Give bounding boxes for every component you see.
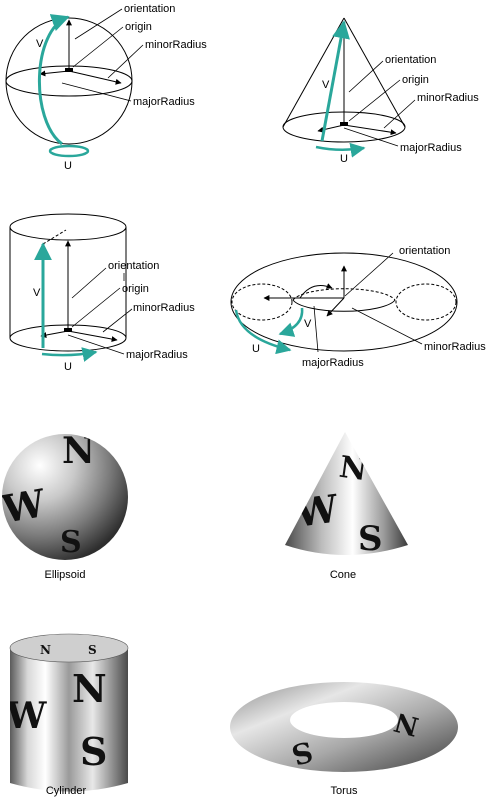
- torus-minorradius-label: minorRadius: [424, 341, 486, 353]
- ellipsoid-glyph-west: W: [0, 480, 50, 532]
- cylinder-glyph-south: S: [80, 729, 107, 774]
- cylinder-origin-leader: [71, 287, 121, 328]
- torus-outer-edge: [230, 252, 458, 352]
- cone-glyph-north: N: [337, 450, 369, 488]
- cylinder-u-label: U: [64, 361, 72, 373]
- sphere-origin-leader: [72, 26, 124, 68]
- sphere-minorradius-leader: [107, 44, 144, 79]
- sphere-origin-label: origin: [125, 21, 152, 33]
- cylinder-majorradius-leader: [67, 334, 125, 355]
- sphere-origin-marker: [65, 68, 73, 72]
- cone-minorradius-leader: [383, 99, 416, 129]
- torus-u-label: U: [252, 343, 260, 355]
- torus-minorradius-leader: [351, 307, 423, 345]
- sphere-equator-front: [5, 80, 133, 97]
- torus-inner-hole-bottom: [292, 299, 396, 312]
- torus-v-arrow: [278, 307, 304, 337]
- torus-majorradius-label: majorRadius: [302, 357, 364, 369]
- cylinder-orientation-leader: [71, 267, 107, 299]
- cylinder-surface: [10, 648, 128, 792]
- torus-inner-hole-top: [292, 288, 396, 301]
- cone-u-arrow: [315, 142, 366, 158]
- cylinder-minorradius-label: minorRadius: [133, 302, 195, 314]
- torus-diagram: orientation minorRadius majorRadius V U: [230, 245, 486, 369]
- rendered-cylinder: N S N W S Cylinder: [5, 633, 129, 797]
- rendered-ellipsoid: N W S Ellipsoid: [0, 430, 128, 581]
- torus-right-section: [395, 283, 457, 321]
- torus-left-section: [231, 283, 293, 321]
- cylinder-top: [9, 213, 127, 241]
- cylinder-top-cap: [9, 633, 129, 663]
- sphere-u-label: U: [64, 160, 72, 172]
- cylinder-axis-left: [40, 330, 69, 338]
- cylinder-axis-right: [67, 330, 118, 342]
- torus-majorradius-leader: [313, 305, 319, 353]
- cylinder-majorradius-label: majorRadius: [126, 349, 188, 361]
- rendered-cone: N W S Cone: [285, 432, 408, 581]
- sphere-majorradius-label: majorRadius: [133, 96, 195, 108]
- cone-v-label: V: [322, 79, 330, 91]
- cylinder-orientation-label: orientation: [108, 260, 159, 272]
- sphere-v-label: V: [36, 38, 44, 50]
- torus-caption: Torus: [331, 785, 358, 797]
- cylinder-origin-label: origin: [122, 283, 149, 295]
- cone-majorradius-leader: [343, 127, 399, 147]
- cylinder-cap-glyph-south: S: [88, 643, 97, 657]
- sphere-axis-right: [68, 70, 122, 85]
- cylinder-cap-glyph-north: N: [40, 643, 51, 657]
- ellipsoid-surface: [2, 434, 128, 560]
- cone-caption: Cone: [330, 569, 356, 581]
- torus-u-arrow: [234, 309, 292, 355]
- sphere-minorradius-label: minorRadius: [145, 39, 207, 51]
- cone-glyph-south: S: [358, 519, 383, 559]
- torus-axis-front: [326, 297, 345, 317]
- cylinder-u-arrow: [41, 347, 98, 362]
- torus-v-label: V: [304, 318, 312, 330]
- ellipsoid-glyph-north: N: [62, 430, 95, 472]
- ellipsoid-diagram: orientation origin minorRadius majorRadi…: [5, 3, 207, 172]
- sphere-u-loop: [48, 144, 90, 158]
- cylinder-bottom-front: [9, 337, 127, 352]
- sphere-v-arrow: [37, 14, 70, 146]
- cone-orientation-leader: [348, 60, 384, 93]
- cone-orientation-label: orientation: [385, 54, 436, 66]
- cone-origin-marker: [340, 122, 348, 126]
- cone-surface: [285, 432, 408, 555]
- cone-glyph-west: W: [291, 485, 342, 536]
- sphere-orientation-leader: [74, 8, 123, 40]
- torus-surface: [230, 682, 458, 772]
- cylinder-glyph-north: N: [72, 666, 107, 711]
- sphere-axis-left: [39, 70, 70, 77]
- cylinder-diagram: orientation origin minorRadius majorRadi…: [9, 213, 195, 373]
- cone-u-label: U: [340, 153, 348, 165]
- cone-axis-left: [317, 124, 345, 133]
- cylinder-top-dash: [42, 229, 67, 245]
- cylinder-caption: Cylinder: [46, 785, 87, 797]
- cone-v-arrow: [320, 20, 350, 142]
- cylinder-glyph-west: W: [5, 695, 47, 737]
- sphere-orientation-label: orientation: [124, 3, 175, 15]
- cone-axis-right: [343, 124, 397, 136]
- torus-minor-arrow: [299, 283, 333, 299]
- sphere-majorradius-leader: [61, 82, 132, 102]
- rendered-torus: N S Torus: [230, 682, 458, 797]
- cylinder-minorradius-leader: [102, 308, 133, 333]
- cylinder-origin-marker: [64, 328, 72, 332]
- cone-origin-leader: [348, 79, 401, 122]
- torus-orientation-label: orientation: [399, 245, 450, 257]
- cone-origin-label: origin: [402, 74, 429, 86]
- ellipsoid-caption: Ellipsoid: [45, 569, 86, 581]
- cone-minorradius-label: minorRadius: [417, 92, 479, 104]
- torus-orientation-leader: [344, 252, 394, 297]
- cylinder-v-label: V: [33, 287, 41, 299]
- cone-majorradius-label: majorRadius: [400, 142, 462, 154]
- ellipsoid-glyph-south: S: [60, 525, 82, 560]
- cone-right-edge: [343, 17, 406, 128]
- cone-diagram: orientation origin minorRadius majorRadi…: [282, 17, 479, 165]
